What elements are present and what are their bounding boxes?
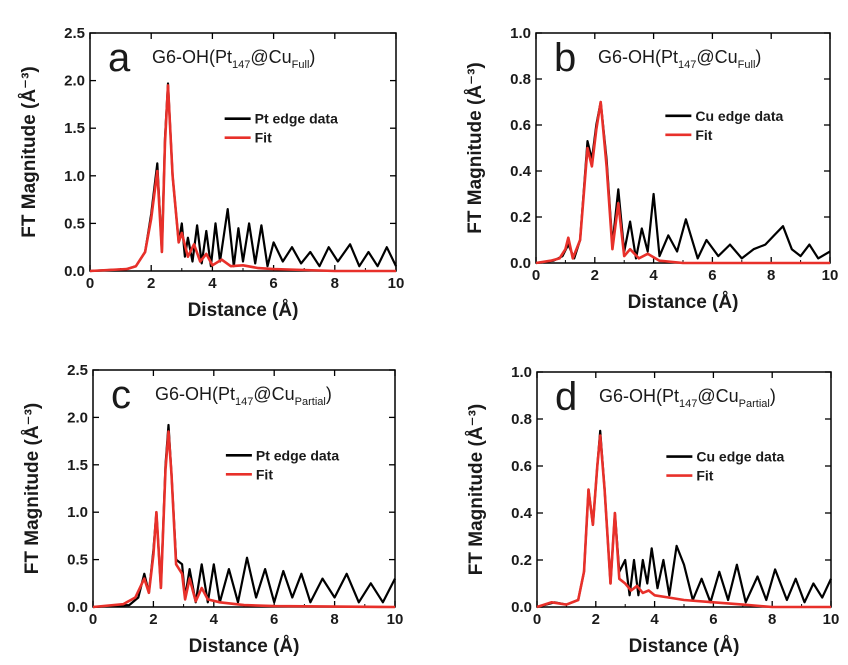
y-tick-label: 1.5 bbox=[64, 120, 85, 137]
y-tick-label: 0.0 bbox=[67, 599, 88, 616]
x-tick-label: 8 bbox=[331, 275, 339, 292]
y-tick-label: 2.0 bbox=[67, 409, 88, 426]
x-tick-label: 0 bbox=[89, 611, 97, 628]
y-tick-label: 2.5 bbox=[67, 362, 88, 379]
x-tick-label: 8 bbox=[330, 611, 338, 628]
x-tick-label: 4 bbox=[208, 275, 217, 292]
y-axis-label: FT Magnitude (Å⁻³) bbox=[465, 62, 486, 234]
panel-letter: c bbox=[111, 373, 131, 417]
x-tick-label: 0 bbox=[86, 275, 94, 292]
legend-label: Fit bbox=[256, 466, 273, 482]
legend-label: Cu edge data bbox=[695, 108, 783, 124]
y-tick-label: 1.5 bbox=[67, 457, 88, 474]
y-axis-label: FT Magnitude (Å⁻³) bbox=[19, 66, 40, 238]
x-tick-label: 10 bbox=[822, 267, 839, 284]
y-tick-label: 0.6 bbox=[511, 458, 532, 475]
y-axis-label: FT Magnitude (Å⁻³) bbox=[22, 403, 43, 575]
panel-letter: a bbox=[108, 36, 131, 80]
x-tick-label: 6 bbox=[270, 611, 278, 628]
y-tick-label: 0.0 bbox=[510, 255, 531, 272]
x-tick-label: 2 bbox=[147, 275, 155, 292]
series-line-data bbox=[92, 423, 396, 609]
series-line-data bbox=[89, 82, 397, 273]
x-tick-label: 6 bbox=[708, 267, 716, 284]
series-line-data bbox=[535, 100, 831, 265]
y-tick-label: 0.4 bbox=[510, 163, 532, 180]
y-tick-label: 0.2 bbox=[510, 209, 531, 226]
y-tick-label: 0.8 bbox=[510, 71, 531, 88]
x-tick-label: 4 bbox=[650, 611, 659, 628]
x-tick-label: 6 bbox=[269, 275, 277, 292]
y-tick-label: 1.0 bbox=[67, 504, 88, 521]
y-tick-label: 2.0 bbox=[64, 73, 85, 90]
x-tick-label: 10 bbox=[387, 611, 404, 628]
x-tick-label: 2 bbox=[592, 611, 600, 628]
y-tick-label: 0.0 bbox=[511, 599, 532, 616]
panel-letter: d bbox=[555, 375, 577, 419]
x-tick-label: 8 bbox=[768, 611, 776, 628]
panel-title: G6-OH(Pt147@CuPartial) bbox=[599, 386, 776, 410]
y-tick-label: 1.0 bbox=[511, 364, 532, 381]
y-tick-label: 0.8 bbox=[511, 411, 532, 428]
x-tick-label: 6 bbox=[709, 611, 717, 628]
legend-label: Fit bbox=[695, 127, 712, 143]
series-line-fit bbox=[89, 84, 396, 273]
legend-label: Cu edge data bbox=[696, 449, 784, 465]
series-line-fit bbox=[535, 100, 830, 265]
legend-label: Pt edge data bbox=[255, 111, 338, 127]
panel-c: 0 2 4 6 8 10 0.0 0.5 1.0 1.5 2.0 2.5 Distance (Å) FT … bbox=[22, 362, 403, 657]
panel-title: G6-OH(Pt147@CuFull) bbox=[152, 47, 315, 71]
x-tick-label: 10 bbox=[388, 275, 405, 292]
y-tick-label: 1.0 bbox=[510, 25, 531, 42]
x-tick-label: 4 bbox=[649, 267, 658, 284]
panel-d: 0 2 4 6 8 10 0.0 0.2 0.4 0.6 0.8 1.0 Distance (Å) FT … bbox=[466, 364, 839, 657]
y-tick-label: 1.0 bbox=[64, 168, 85, 185]
legend-label: Fit bbox=[255, 130, 272, 146]
x-tick-label: 10 bbox=[823, 611, 840, 628]
x-axis-label: Distance (Å) bbox=[188, 300, 299, 321]
x-tick-label: 0 bbox=[532, 267, 540, 284]
panel-title: G6-OH(Pt147@CuFull) bbox=[598, 47, 761, 71]
y-axis-label: FT Magnitude (Å⁻³) bbox=[466, 404, 487, 576]
x-tick-label: 2 bbox=[591, 267, 599, 284]
panel-b: 0 2 4 6 8 10 0.0 0.2 0.4 0.6 0.8 1.0 Distance (Å) FT … bbox=[465, 25, 838, 313]
y-tick-label: 0.4 bbox=[511, 505, 533, 522]
panel-a: 0 2 4 6 8 10 0.0 0.5 1.0 1.5 2.0 2.5 Distance (Å) FT … bbox=[19, 25, 404, 321]
legend-label: Fit bbox=[696, 468, 713, 484]
y-tick-label: 0.6 bbox=[510, 117, 531, 134]
panel-title: G6-OH(Pt147@CuPartial) bbox=[155, 384, 332, 408]
y-tick-label: 2.5 bbox=[64, 25, 85, 42]
x-tick-label: 8 bbox=[767, 267, 775, 284]
panel-letter: b bbox=[554, 36, 576, 80]
y-tick-label: 0.0 bbox=[64, 263, 85, 280]
series-line-fit bbox=[92, 430, 396, 609]
x-tick-label: 4 bbox=[210, 611, 219, 628]
y-tick-label: 0.5 bbox=[67, 552, 88, 569]
y-tick-label: 0.2 bbox=[511, 552, 532, 569]
x-tick-label: 0 bbox=[533, 611, 541, 628]
y-tick-label: 0.5 bbox=[64, 215, 85, 232]
legend-label: Pt edge data bbox=[256, 447, 339, 463]
series-line-fit bbox=[536, 434, 831, 609]
x-tick-label: 2 bbox=[149, 611, 157, 628]
x-axis-label: Distance (Å) bbox=[629, 636, 740, 657]
x-axis-label: Distance (Å) bbox=[189, 636, 300, 657]
x-axis-label: Distance (Å) bbox=[628, 292, 739, 313]
